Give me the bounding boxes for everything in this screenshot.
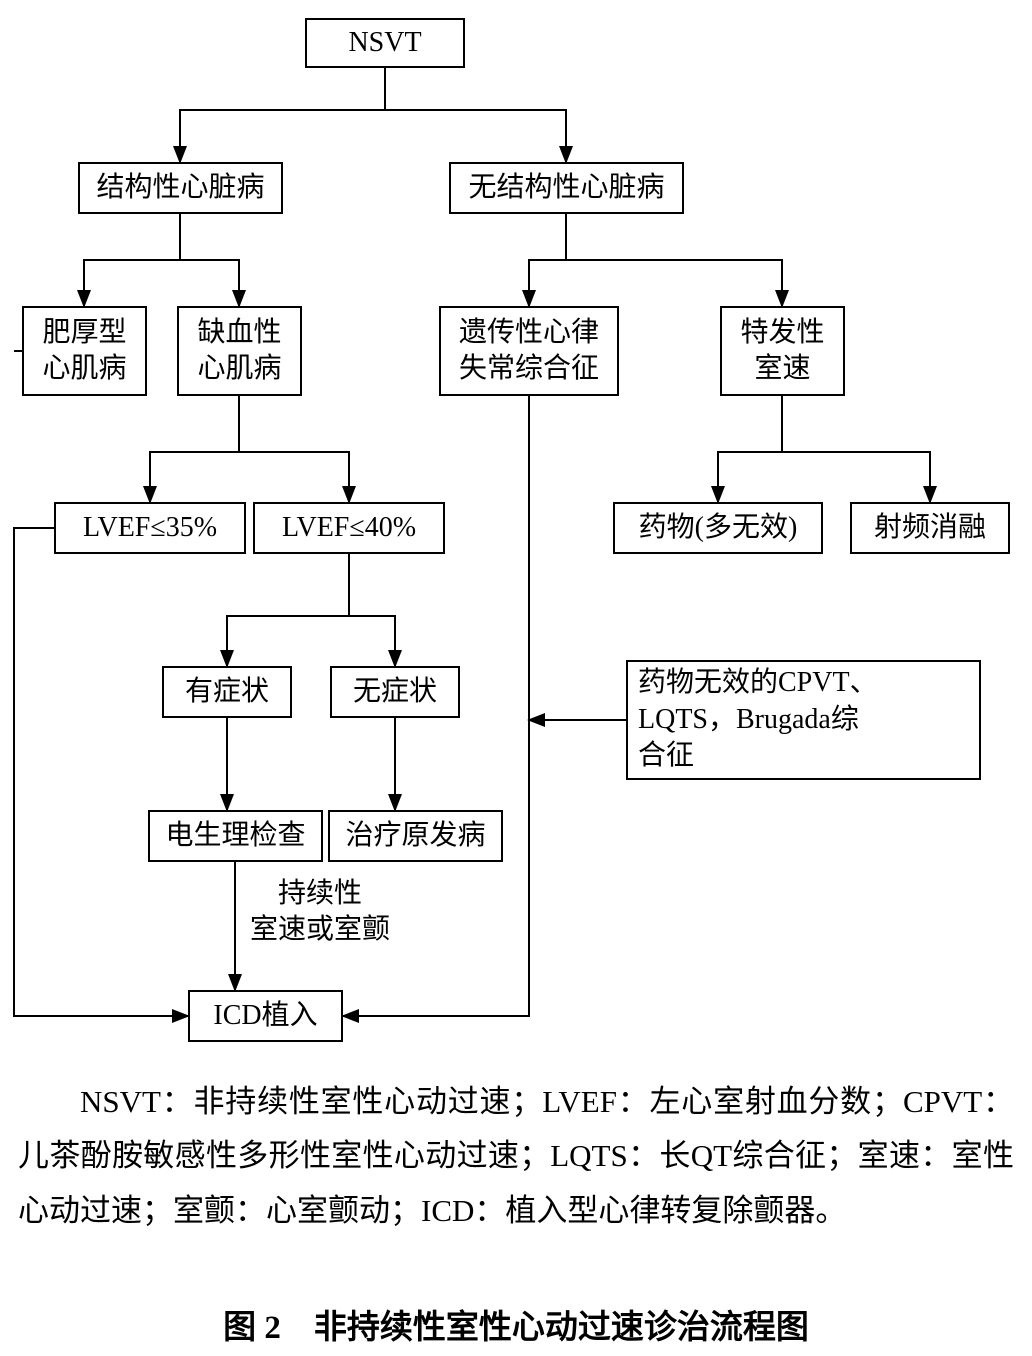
node-structural: 结构性心脏病 — [78, 162, 283, 214]
edge-10 — [227, 554, 349, 666]
edge-0 — [180, 68, 385, 162]
node-drug: 药物(多无效) — [613, 502, 823, 554]
node-hcm: 肥厚型心肌病 — [22, 306, 147, 396]
edge-3 — [180, 214, 239, 306]
edge-2 — [84, 214, 180, 306]
edge-4 — [529, 214, 566, 306]
node-ablation: 射频消融 — [850, 502, 1010, 554]
edge-11 — [349, 554, 395, 666]
edge-7 — [239, 396, 349, 502]
node-asympt: 无症状 — [330, 666, 460, 718]
node-lvef35: LVEF≤35% — [54, 502, 246, 554]
edge-1 — [385, 68, 566, 162]
node-inherited: 遗传性心律失常综合征 — [439, 306, 619, 396]
label-sustained: 持续性室速或室颤 — [220, 876, 420, 949]
node-treat: 治疗原发病 — [328, 810, 503, 862]
edge-8 — [718, 396, 782, 502]
edge-6 — [150, 396, 239, 502]
edge-5 — [566, 214, 782, 306]
node-eps: 电生理检查 — [148, 810, 323, 862]
node-idio: 特发性室速 — [720, 306, 845, 396]
node-sympt: 有症状 — [162, 666, 292, 718]
flowchart-canvas: NSVT：非持续性室性心动过速；LVEF：左心室射血分数；CPVT：儿茶酚胺敏感… — [0, 0, 1032, 1356]
figure-caption: 图 2 非持续性室性心动过速诊治流程图 — [0, 1300, 1032, 1348]
node-icd: ICD植入 — [188, 990, 343, 1042]
node-nsvt: NSVT — [305, 18, 465, 68]
edge-9 — [782, 396, 930, 502]
edge-15 — [14, 528, 188, 1016]
node-lvef40: LVEF≤40% — [253, 502, 445, 554]
legend-text: NSVT：非持续性室性心动过速；LVEF：左心室射血分数；CPVT：儿茶酚胺敏感… — [18, 1075, 1014, 1238]
node-nonstruct: 无结构性心脏病 — [449, 162, 684, 214]
node-cpvt: 药物无效的CPVT、LQTS，Brugada综合征 — [626, 660, 981, 780]
node-ischemic: 缺血性心肌病 — [177, 306, 302, 396]
